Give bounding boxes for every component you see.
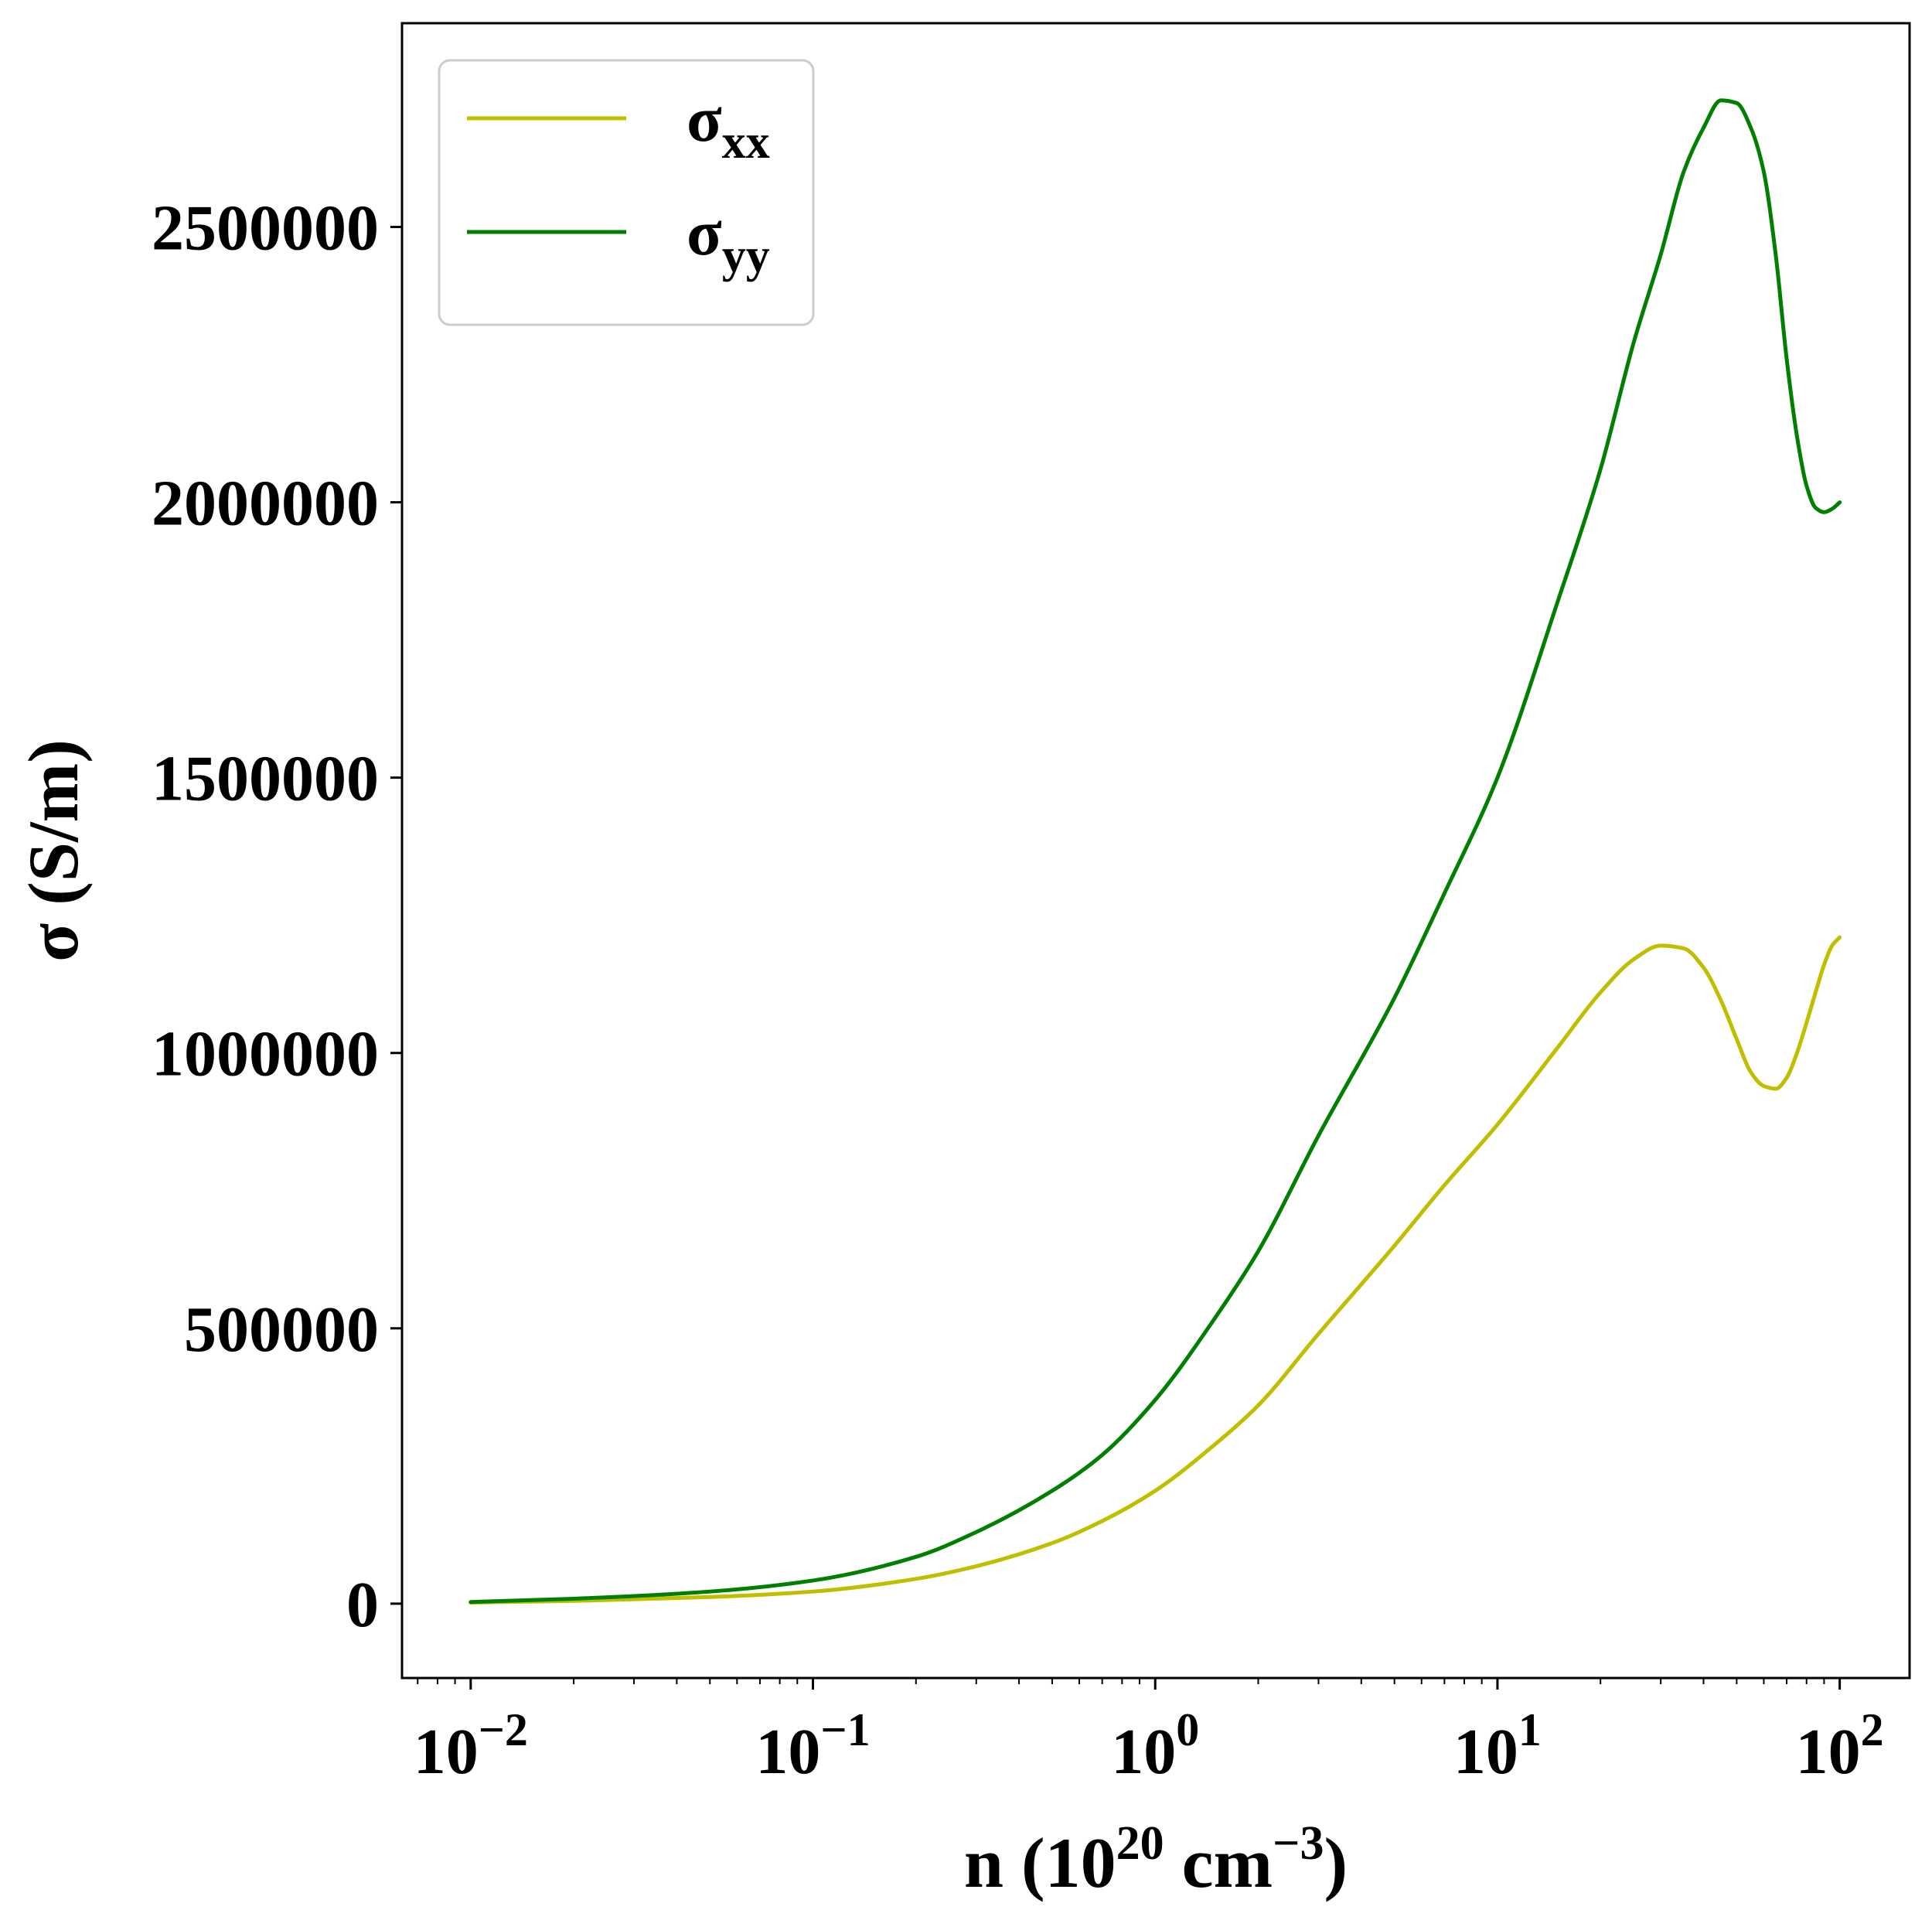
legend-label-sigma-xx: σxx <box>687 84 770 169</box>
x-tick-label: 100 <box>1111 1704 1199 1788</box>
y-tick-label: 2000000 <box>152 468 379 540</box>
y-axis-label: σ (S/m) <box>14 739 93 962</box>
legend-label-sigma-yy: σyy <box>687 197 770 282</box>
x-axis-ticks: 10−2 10−1 100 101 102 <box>414 1678 1884 1788</box>
x-tick-label: 10−1 <box>755 1704 870 1788</box>
x-tick-label: 101 <box>1453 1704 1542 1788</box>
legend: σxx σyy <box>438 59 815 326</box>
y-tick-label: 500000 <box>184 1294 379 1366</box>
series-line-yy <box>469 98 1842 1605</box>
y-tick-label: 0 <box>346 1569 379 1641</box>
x-tick-label: 10−2 <box>414 1704 528 1788</box>
y-tick-label: 1000000 <box>152 1018 379 1090</box>
y-tick-label: 1500000 <box>152 743 379 815</box>
series-line-xx <box>469 935 1842 1605</box>
y-axis-ticks: 0 500000 1000000 1500000 2000000 2500000 <box>152 192 402 1641</box>
series-layer <box>469 98 1842 1605</box>
y-tick-label: 2500000 <box>152 192 379 264</box>
x-axis-label: n (1020 cm−3) <box>964 1817 1348 1902</box>
x-tick-label: 102 <box>1796 1704 1884 1788</box>
legend-frame <box>438 59 815 326</box>
